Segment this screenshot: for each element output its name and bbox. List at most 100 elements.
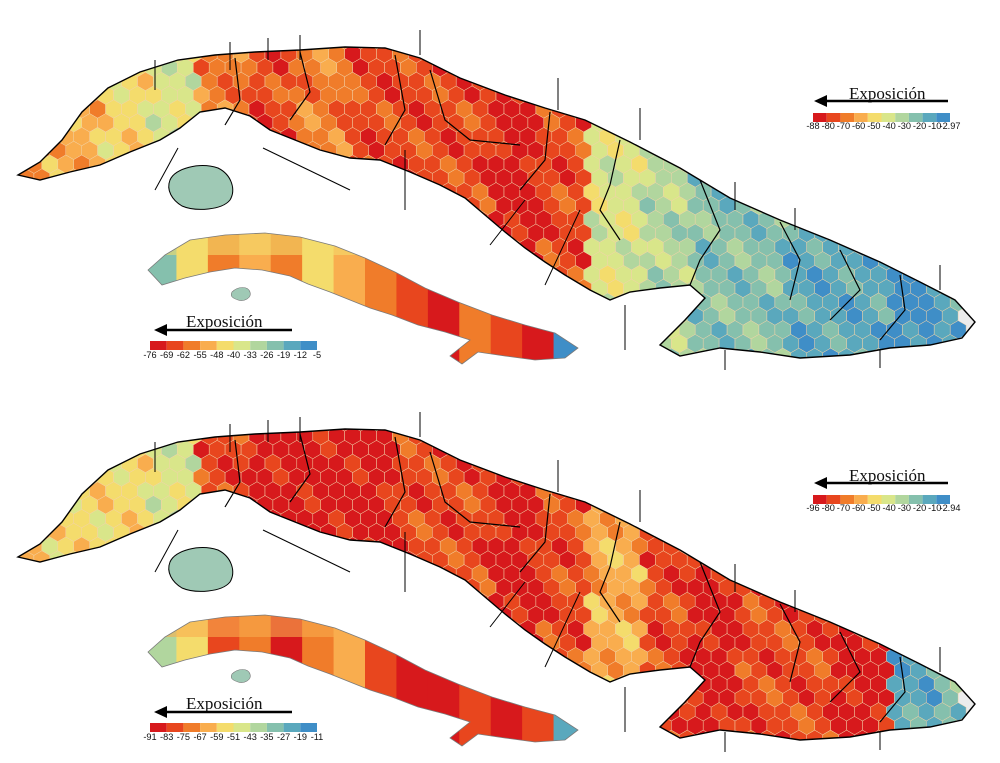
hex-cell: [694, 481, 712, 501]
hex-cell: [894, 578, 911, 598]
hex-cell: [25, 71, 43, 91]
hex-cell: [782, 495, 800, 515]
hex-cell: [320, 306, 337, 326]
legend-small-title: Exposición: [186, 312, 263, 331]
hex-cell: [97, 660, 114, 680]
hex-cell: [416, 633, 433, 653]
hex-cell: [663, 674, 680, 694]
hex-cell: [734, 429, 752, 432]
hex-cell: [543, 47, 561, 50]
hex-cell: [846, 47, 863, 50]
hex-cell: [145, 47, 162, 50]
hex-cell: [240, 522, 258, 542]
hex-cell: [18, 265, 27, 285]
hex-cell: [918, 265, 935, 285]
hex-cell: [798, 168, 815, 188]
hex-cell: [65, 85, 82, 105]
hex-cell: [248, 292, 266, 312]
hex-cell: [113, 306, 130, 326]
hex-cell: [647, 47, 664, 64]
legend-small-tick-label: -5: [313, 350, 321, 360]
hex-cell: [742, 182, 760, 202]
legend-large-tick-label: -96: [806, 503, 819, 513]
hex-cell: [18, 688, 35, 708]
hex-cell: [97, 168, 114, 188]
hex-cell: [878, 168, 895, 188]
legend-small-swatch: [233, 341, 251, 350]
hex-cell: [910, 196, 927, 216]
hex-cell: [97, 196, 114, 216]
hex-cell: [18, 182, 27, 202]
hex-cell: [782, 196, 800, 216]
hex-cell: [838, 536, 855, 556]
hex-cell: [256, 550, 274, 570]
hex-cell: [368, 168, 385, 188]
hex-cell: [447, 660, 465, 680]
legend-small-tick-label: -35: [260, 732, 273, 742]
hex-cell: [894, 522, 911, 542]
hex-cell: [926, 58, 943, 78]
hex-cell: [543, 688, 561, 708]
hex-cell: [551, 292, 568, 312]
hex-cell: [344, 320, 361, 340]
hex-cell: [18, 688, 19, 708]
hex-cell: [463, 633, 481, 653]
hex-cell: [519, 674, 537, 694]
hex-cell: [933, 154, 951, 174]
hex-cell: [949, 47, 967, 64]
hex-cell: [232, 127, 250, 147]
hex-cell: [503, 453, 521, 473]
hex-cell: [511, 429, 529, 432]
hex-cell: [73, 209, 90, 229]
hex-cell: [328, 182, 345, 202]
hex-cell: [663, 509, 680, 529]
hex-cell: [862, 578, 879, 598]
hex-cell: [471, 619, 489, 639]
hex-cell: [671, 85, 688, 105]
legend-large-swatch: [936, 113, 950, 122]
hex-cell: [153, 182, 170, 202]
hex-cell: [750, 85, 768, 105]
hex-cell: [830, 47, 847, 50]
hex-cell: [663, 429, 680, 446]
hex-cell: [137, 674, 154, 694]
hex-cell: [933, 729, 951, 740]
hex-cell: [41, 647, 59, 667]
hex-cell: [455, 47, 473, 64]
hex-cell: [623, 47, 640, 50]
hex-cell: [272, 306, 290, 326]
hex-cell: [264, 564, 282, 584]
hex-cell: [647, 292, 664, 312]
hex-cell: [400, 578, 417, 598]
hex-cell: [57, 47, 74, 64]
hex-cell: [137, 564, 154, 584]
hex-cell: [49, 278, 67, 298]
hex-cell: [18, 196, 35, 216]
hex-cell: [288, 688, 306, 708]
hex-cell: [18, 292, 27, 312]
hex-cell: [25, 453, 43, 473]
hex-cell: [49, 251, 67, 271]
hex-cell: [280, 209, 298, 229]
hex-cell: [495, 660, 513, 680]
hex-cell: [121, 292, 138, 312]
hex-cell: [296, 564, 314, 584]
hex-cell: [766, 113, 784, 133]
hex-cell: [232, 182, 250, 202]
hex-cell: [702, 140, 720, 160]
hex-cell: [200, 591, 218, 611]
hex-cell: [240, 196, 258, 216]
hex-cell: [758, 99, 776, 119]
legend-small-swatch: [283, 723, 301, 732]
hex-cell: [774, 47, 792, 64]
hex-cell: [726, 536, 744, 556]
hex-cell: [65, 223, 82, 243]
hex-cell: [57, 320, 74, 340]
hex-cell: [33, 429, 51, 432]
hex-cell: [288, 47, 306, 50]
hex-cell: [18, 660, 35, 680]
hex-cell: [583, 47, 600, 64]
hex-cell: [360, 702, 377, 722]
hex-cell: [854, 47, 871, 64]
hex-cell: [702, 113, 720, 133]
